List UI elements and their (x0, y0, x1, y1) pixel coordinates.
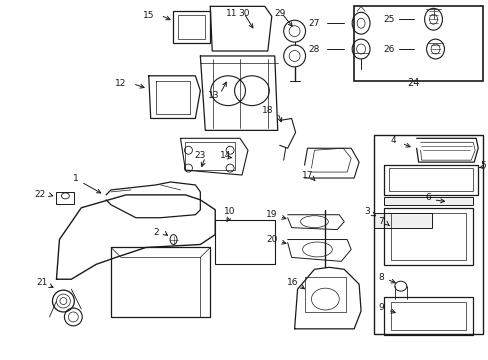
Text: 12: 12 (115, 79, 126, 88)
Text: 29: 29 (273, 9, 285, 18)
Text: 10: 10 (224, 207, 235, 216)
Text: 14: 14 (219, 151, 230, 160)
Bar (388, 168, 472, 191)
Text: 6: 6 (425, 193, 430, 202)
Text: 3: 3 (364, 207, 369, 216)
Text: 28: 28 (308, 45, 320, 54)
Bar (373, 213, 431, 228)
Bar (177, 15, 205, 39)
Bar (304, 277, 346, 312)
Text: 8: 8 (377, 273, 383, 282)
Text: 19: 19 (265, 210, 277, 219)
Bar (383, 208, 472, 265)
Bar (172, 11, 210, 43)
Text: 30: 30 (238, 9, 249, 18)
Bar (383, 197, 472, 205)
Bar (390, 302, 466, 330)
Text: 13: 13 (207, 91, 219, 100)
Text: 16: 16 (286, 278, 298, 287)
Bar (383, 297, 472, 335)
Text: 2: 2 (153, 228, 158, 237)
Text: 17: 17 (301, 171, 313, 180)
Text: 5: 5 (479, 161, 485, 170)
Text: 26: 26 (383, 45, 394, 54)
Text: 20: 20 (265, 235, 277, 244)
Text: 7: 7 (377, 217, 383, 226)
Bar (390, 213, 466, 260)
Text: 18: 18 (262, 106, 273, 115)
Text: 11: 11 (226, 9, 237, 18)
Text: 15: 15 (142, 11, 154, 20)
Bar (353, 6, 482, 81)
Text: 21: 21 (36, 278, 47, 287)
Text: 23: 23 (194, 151, 205, 160)
Bar (185, 142, 235, 170)
Text: 24: 24 (407, 78, 419, 88)
Bar (56, 192, 74, 204)
Text: 25: 25 (383, 15, 394, 24)
Text: 22: 22 (34, 190, 45, 199)
Text: 4: 4 (390, 136, 396, 145)
Bar (111, 247, 210, 317)
Bar (215, 220, 274, 264)
Bar (373, 135, 482, 334)
Text: 9: 9 (377, 302, 383, 311)
Text: 27: 27 (308, 19, 320, 28)
Text: 1: 1 (73, 174, 79, 183)
